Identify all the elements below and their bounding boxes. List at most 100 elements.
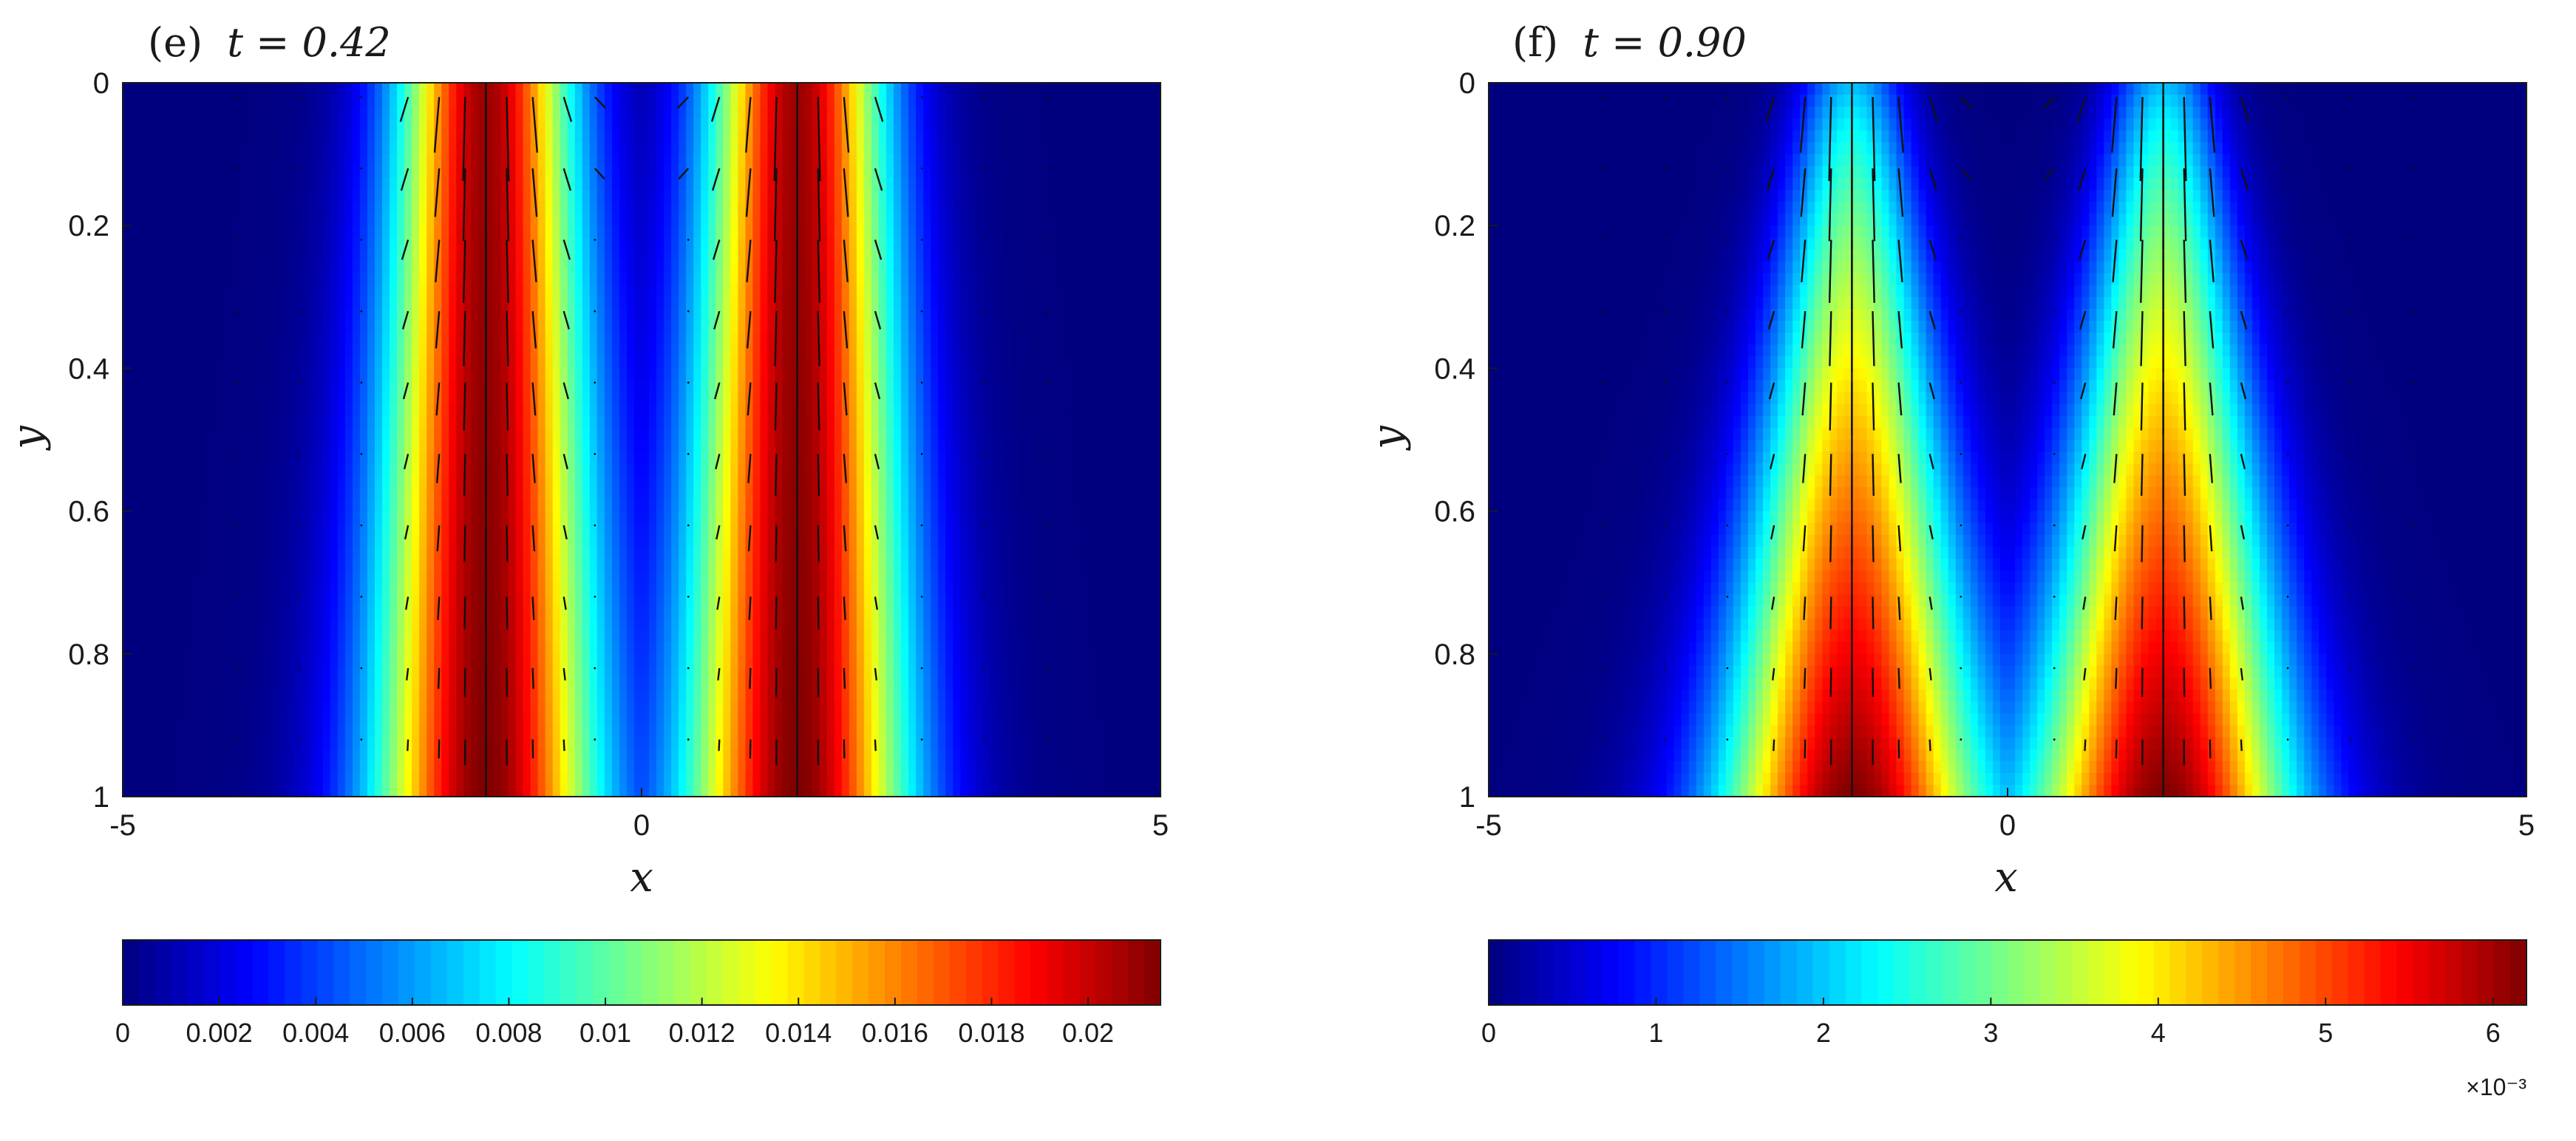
heatmap-cell xyxy=(923,237,931,250)
heatmap-cell xyxy=(508,225,517,238)
heatmap-cell xyxy=(767,380,776,393)
heatmap-cell xyxy=(1108,440,1117,452)
heatmap-cell xyxy=(938,225,946,238)
heatmap-cell xyxy=(679,202,687,214)
heatmap-cell xyxy=(901,344,909,357)
heatmap-cell xyxy=(167,249,175,262)
heatmap-cell xyxy=(404,83,412,95)
heatmap-cell xyxy=(642,356,650,369)
heatmap-cell xyxy=(953,273,961,286)
heatmap-cell xyxy=(145,261,153,274)
heatmap-cell xyxy=(263,83,272,95)
heatmap-cell xyxy=(626,499,635,512)
heatmap-cell xyxy=(752,440,761,452)
heatmap-cell xyxy=(478,202,486,214)
heatmap-cell xyxy=(849,487,857,500)
heatmap-cell xyxy=(863,427,872,440)
heatmap-cell xyxy=(945,415,954,429)
heatmap-cell xyxy=(330,415,339,429)
heatmap-cell xyxy=(1086,475,1095,488)
heatmap-cell xyxy=(137,177,146,191)
heatmap-cell xyxy=(1093,285,1102,298)
heatmap-cell xyxy=(1138,333,1146,345)
heatmap-cell xyxy=(664,415,672,429)
heatmap-cell xyxy=(322,285,331,298)
heatmap-cell xyxy=(130,380,138,393)
heatmap-cell xyxy=(671,321,679,333)
heatmap-cell xyxy=(545,285,554,298)
heatmap-cell xyxy=(382,118,390,131)
heatmap-cell xyxy=(300,83,309,95)
heatmap-cell xyxy=(315,261,324,274)
heatmap-cell xyxy=(938,321,946,333)
heatmap-cell xyxy=(1123,452,1132,464)
heatmap-cell xyxy=(160,356,168,369)
heatmap-cell xyxy=(878,368,887,381)
heatmap-cell xyxy=(1078,285,1087,298)
heatmap-cell xyxy=(760,368,769,381)
heatmap-cell xyxy=(545,380,554,393)
heatmap-cell xyxy=(1019,487,1028,500)
heatmap-cell xyxy=(167,499,175,512)
heatmap-cell xyxy=(300,333,309,345)
heatmap-cell xyxy=(1093,427,1102,440)
heatmap-cell xyxy=(167,273,175,286)
heatmap-cell xyxy=(456,285,464,298)
heatmap-cell xyxy=(204,214,212,226)
heatmap-cell xyxy=(434,273,442,286)
heatmap-cell xyxy=(752,142,761,155)
heatmap-cell xyxy=(1086,356,1095,369)
heatmap-cell xyxy=(775,308,784,321)
heatmap-cell xyxy=(204,368,212,381)
heatmap-cell xyxy=(767,440,776,452)
heatmap-cell xyxy=(412,214,420,226)
heatmap-cell xyxy=(300,214,309,226)
heatmap-cell xyxy=(938,344,946,357)
heatmap-cell xyxy=(285,321,294,333)
heatmap-cell xyxy=(968,333,976,345)
heatmap-cell xyxy=(404,344,412,357)
heatmap-cell xyxy=(152,499,160,512)
heatmap-cell xyxy=(693,333,701,345)
heatmap-cell xyxy=(426,487,435,500)
heatmap-cell xyxy=(604,261,613,274)
heatmap-cell xyxy=(701,202,709,214)
heatmap-cell xyxy=(537,95,546,107)
heatmap-cell xyxy=(1041,118,1050,131)
heatmap-cell xyxy=(463,403,472,417)
heatmap-cell xyxy=(471,296,479,310)
heatmap-cell xyxy=(1019,95,1028,107)
heatmap-cell xyxy=(804,499,813,512)
heatmap-cell xyxy=(745,344,754,357)
heatmap-cell xyxy=(767,273,776,286)
heatmap-cell xyxy=(812,177,820,191)
heatmap-cell xyxy=(130,106,138,119)
heatmap-cell xyxy=(1034,403,1043,417)
heatmap-cell xyxy=(508,118,517,131)
heatmap-cell xyxy=(863,344,872,357)
heatmap-cell xyxy=(604,368,613,381)
heatmap-cell xyxy=(878,415,887,429)
heatmap-cell xyxy=(248,368,257,381)
heatmap-cell xyxy=(1138,83,1146,95)
heatmap-cell xyxy=(456,261,464,274)
heatmap-cell xyxy=(819,166,828,179)
heatmap-cell xyxy=(182,83,190,95)
heatmap-cell xyxy=(137,249,146,262)
heatmap-cell xyxy=(1078,440,1087,452)
heatmap-cell xyxy=(1138,142,1146,155)
heatmap-cell xyxy=(182,225,190,238)
heatmap-cell xyxy=(997,237,1005,250)
heatmap-cell xyxy=(945,356,954,369)
heatmap-cell xyxy=(1130,463,1139,476)
heatmap-cell xyxy=(434,427,442,440)
heatmap-cell xyxy=(752,475,761,488)
heatmap-cell xyxy=(1130,487,1139,500)
heatmap-cell xyxy=(1115,225,1124,238)
heatmap-cell xyxy=(478,475,486,488)
heatmap-cell xyxy=(716,214,724,226)
heatmap-cell xyxy=(1115,106,1124,119)
heatmap-cell xyxy=(493,118,502,131)
heatmap-cell xyxy=(693,237,701,250)
heatmap-cell xyxy=(1005,261,1013,274)
